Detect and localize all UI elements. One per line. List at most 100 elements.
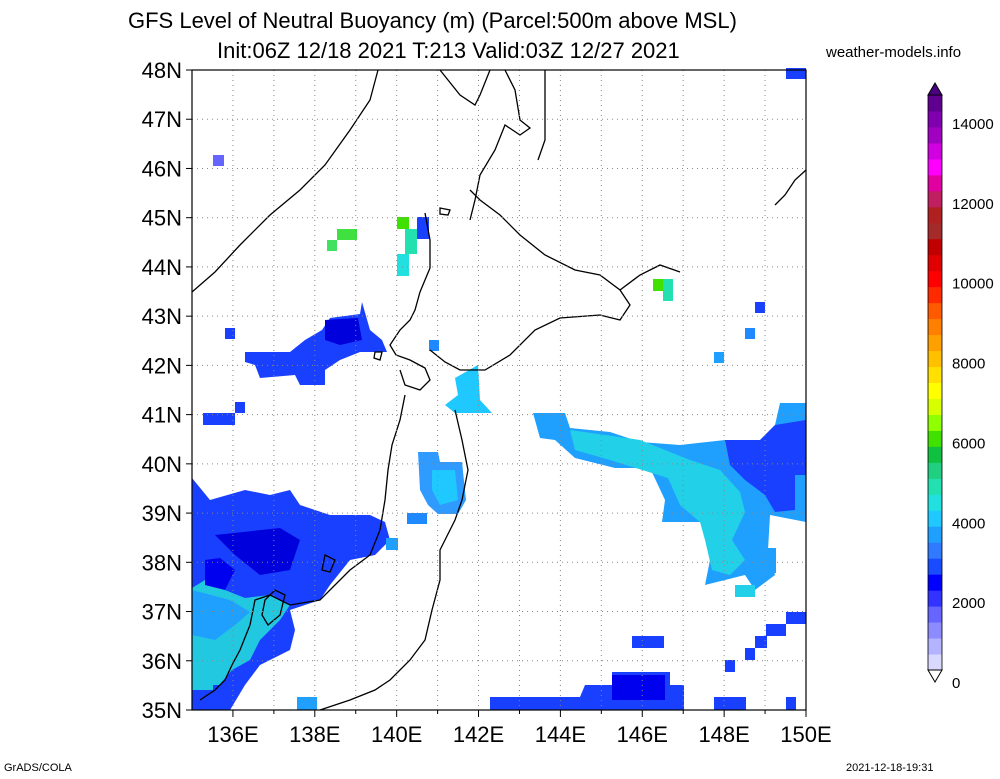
lat-label: 43N (142, 304, 182, 329)
field-cell (766, 624, 786, 636)
field-cell (397, 254, 409, 276)
colorbar-segment (928, 494, 942, 511)
colorbar-segment (928, 622, 942, 639)
colorbar-segment (928, 462, 942, 479)
field-patch-east-cyan (570, 430, 745, 575)
field-cell (786, 612, 806, 624)
site-label: weather-models.info (826, 44, 962, 61)
colorbar-segment (928, 430, 942, 447)
field-cell (386, 538, 398, 550)
colorbar-segment (928, 126, 942, 144)
field-cell (735, 585, 755, 597)
field-cell (714, 352, 724, 363)
colorbar-segment (928, 95, 942, 112)
colorbar-segment (928, 350, 942, 368)
lat-label: 35N (142, 698, 182, 723)
field-cell (213, 155, 224, 166)
field-cell (786, 68, 806, 79)
colorbar-segment (928, 478, 942, 495)
field-cell (663, 279, 673, 301)
field-cell (766, 548, 776, 573)
lat-label: 46N (142, 156, 182, 181)
colorbar-segment (928, 574, 942, 591)
colorbar-segment (928, 206, 942, 224)
colorbar-segment (928, 158, 942, 176)
lat-label: 38N (142, 550, 182, 575)
lon-axis-labels: 136E 138E 140E 142E 144E 146E 148E 150E (207, 722, 831, 747)
colorbar-segment (928, 318, 942, 336)
colorbar-frame (927, 94, 943, 671)
map-frame (191, 69, 807, 711)
field-cell (714, 697, 746, 710)
lat-label: 36N (142, 649, 182, 674)
lon-label: 148E (698, 722, 749, 747)
colorbar-segment (928, 446, 942, 463)
field-patch-west-dark (205, 558, 235, 590)
colorbar-segment (928, 398, 942, 415)
lat-label: 40N (142, 452, 182, 477)
colorbar-label: 6000 (952, 435, 985, 452)
field-cell (225, 328, 235, 339)
colorbar-segment (928, 638, 942, 655)
lon-label: 138E (289, 722, 340, 747)
field-patch-42N-dark (325, 318, 362, 345)
field-patch-42N (245, 302, 387, 385)
field-cell (397, 217, 409, 229)
lon-label: 144E (535, 722, 586, 747)
grid-lines (192, 70, 806, 710)
lat-label: 44N (142, 255, 182, 280)
field-patch-west-mid (192, 590, 250, 640)
lon-label: 142E (453, 722, 504, 747)
colorbar-segment (928, 286, 942, 304)
colorbar-label: 0 (952, 675, 960, 692)
colorbar-top-arrow (927, 82, 943, 96)
field-patch-honshu-c (432, 470, 458, 505)
colorbar-segment (928, 366, 942, 383)
lon-label: 136E (207, 722, 258, 747)
field-cell (213, 685, 223, 697)
lat-label: 47N (142, 107, 182, 132)
axis-ticks (186, 69, 807, 717)
field-patch-south-dark (612, 675, 665, 700)
colorbar (927, 82, 943, 683)
colorbar-segment (928, 590, 942, 607)
colorbar-label: 10000 (952, 276, 994, 293)
colorbar-segment (928, 558, 942, 575)
field-cell (745, 648, 755, 660)
field-cell (337, 229, 357, 240)
colorbar-label: 2000 (952, 595, 985, 612)
lat-label: 37N (142, 600, 182, 625)
field-cell (235, 402, 245, 413)
field-cell (407, 513, 427, 524)
field-patch-41N (445, 365, 492, 413)
lat-label: 42N (142, 353, 182, 378)
colorbar-segment (928, 110, 942, 128)
field-cell (405, 229, 417, 254)
footer-timestamp: 2021-12-18-19:31 (846, 762, 934, 774)
colorbar-segment (928, 254, 942, 272)
field-cell (786, 697, 796, 710)
lat-label: 39N (142, 501, 182, 526)
colorbar-segment (928, 510, 942, 527)
colorbar-labels: 0 2000 4000 6000 8000 10000 12000 14000 (952, 116, 994, 692)
field-cell (203, 413, 235, 425)
lon-label: 150E (780, 722, 831, 747)
colorbar-segment (928, 174, 942, 192)
colorbar-label: 8000 (952, 356, 985, 373)
field-cell (327, 240, 337, 251)
colorbar-label: 14000 (952, 116, 994, 133)
colorbar-segment (928, 222, 942, 240)
lon-label: 140E (371, 722, 422, 747)
colorbar-segment (928, 382, 942, 399)
field-cell (653, 279, 665, 291)
field-cell (297, 697, 317, 710)
coastlines (191, 69, 807, 711)
lat-label: 45N (142, 206, 182, 231)
lon-label: 146E (617, 722, 668, 747)
colorbar-label: 4000 (952, 515, 985, 532)
footer-left: GrADS/COLA (4, 762, 72, 774)
colorbar-label: 12000 (952, 196, 994, 213)
field-cell (725, 660, 735, 672)
lat-label: 48N (142, 58, 182, 83)
